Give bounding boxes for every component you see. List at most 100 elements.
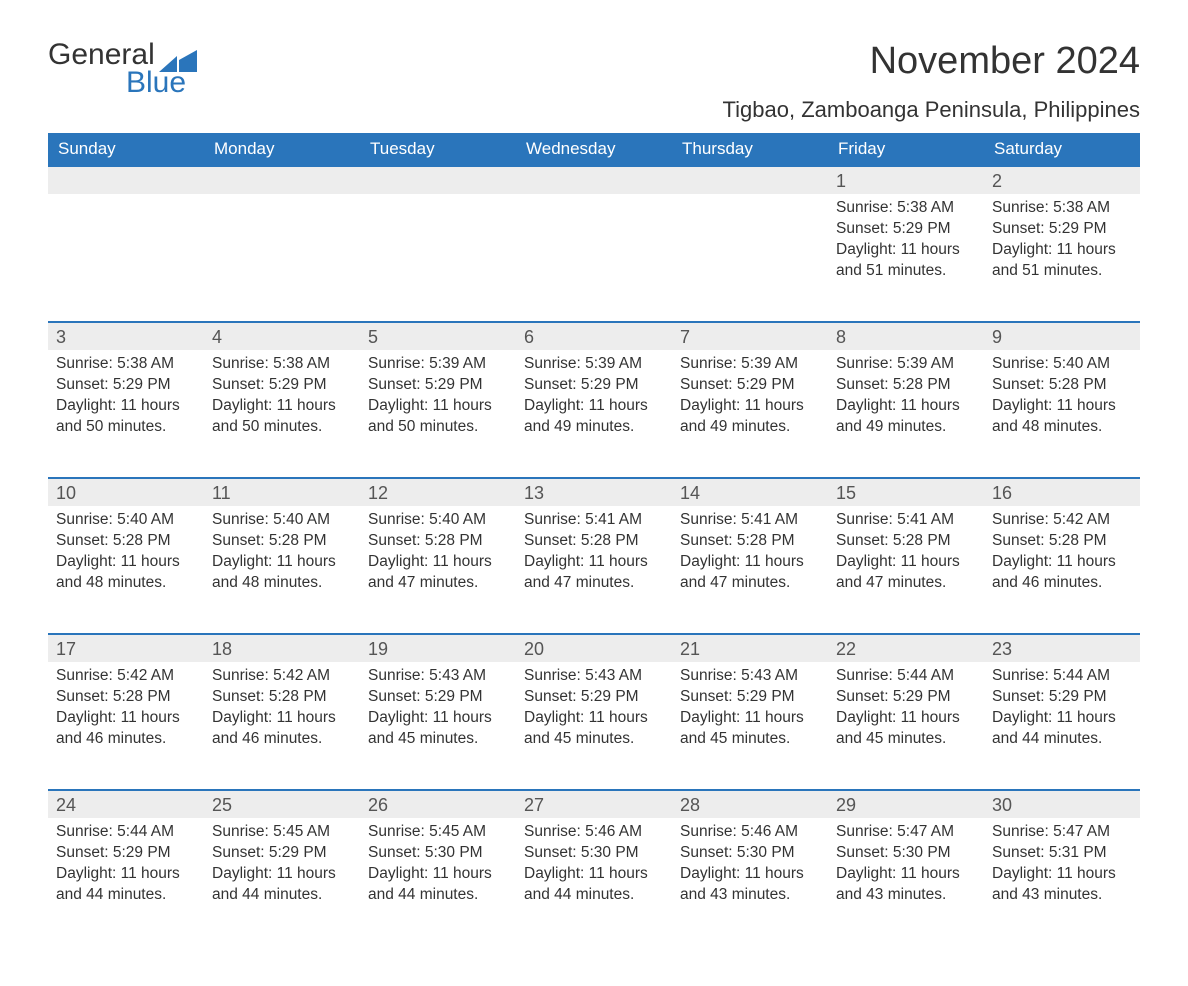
sunrise-line: Sunrise: 5:44 AM [836,666,976,687]
sunset-line: Sunset: 5:29 PM [836,219,976,240]
day-number: 11 [204,478,360,506]
empty-cell [672,194,828,322]
daylight-line: Daylight: 11 hours and 46 minutes. [212,708,352,750]
daylight-line: Daylight: 11 hours and 47 minutes. [368,552,508,594]
daylight-line: Daylight: 11 hours and 48 minutes. [992,396,1132,438]
sunrise-line: Sunrise: 5:39 AM [524,354,664,375]
sunrise-line: Sunrise: 5:46 AM [680,822,820,843]
daylight-line: Daylight: 11 hours and 47 minutes. [836,552,976,594]
daylight-line: Daylight: 11 hours and 50 minutes. [56,396,196,438]
sunrise-line: Sunrise: 5:41 AM [836,510,976,531]
day-number: 21 [672,634,828,662]
sunset-line: Sunset: 5:29 PM [212,375,352,396]
day-number-row: 17181920212223 [48,634,1140,662]
sunrise-line: Sunrise: 5:38 AM [56,354,196,375]
day-number: 16 [984,478,1140,506]
sunset-line: Sunset: 5:28 PM [992,375,1132,396]
sunset-line: Sunset: 5:28 PM [836,375,976,396]
day-number: 27 [516,790,672,818]
daylight-line: Daylight: 11 hours and 45 minutes. [368,708,508,750]
day-details: Sunrise: 5:42 AMSunset: 5:28 PMDaylight:… [204,662,360,790]
sunrise-line: Sunrise: 5:42 AM [992,510,1132,531]
sunset-line: Sunset: 5:28 PM [56,531,196,552]
weekday-header: Tuesday [360,133,516,166]
day-number: 20 [516,634,672,662]
weekday-header: Thursday [672,133,828,166]
day-details: Sunrise: 5:43 AMSunset: 5:29 PMDaylight:… [516,662,672,790]
day-detail-row: Sunrise: 5:44 AMSunset: 5:29 PMDaylight:… [48,818,1140,946]
day-number: 17 [48,634,204,662]
daylight-line: Daylight: 11 hours and 44 minutes. [212,864,352,906]
day-number: 18 [204,634,360,662]
sunset-line: Sunset: 5:28 PM [992,531,1132,552]
day-details: Sunrise: 5:39 AMSunset: 5:29 PMDaylight:… [672,350,828,478]
sunset-line: Sunset: 5:29 PM [368,687,508,708]
sunset-line: Sunset: 5:29 PM [524,687,664,708]
sunrise-line: Sunrise: 5:46 AM [524,822,664,843]
weekday-header: Wednesday [516,133,672,166]
sunrise-line: Sunrise: 5:44 AM [56,822,196,843]
sunset-line: Sunset: 5:28 PM [836,531,976,552]
sunrise-line: Sunrise: 5:40 AM [368,510,508,531]
day-details: Sunrise: 5:45 AMSunset: 5:30 PMDaylight:… [360,818,516,946]
daylight-line: Daylight: 11 hours and 48 minutes. [56,552,196,594]
sunset-line: Sunset: 5:30 PM [836,843,976,864]
sunset-line: Sunset: 5:29 PM [680,375,820,396]
day-number: 12 [360,478,516,506]
calendar-table: SundayMondayTuesdayWednesdayThursdayFrid… [48,133,1140,946]
sunrise-line: Sunrise: 5:39 AM [368,354,508,375]
day-number: 8 [828,322,984,350]
daylight-line: Daylight: 11 hours and 43 minutes. [680,864,820,906]
sunset-line: Sunset: 5:29 PM [992,219,1132,240]
sunrise-line: Sunrise: 5:47 AM [836,822,976,843]
day-number: 2 [984,166,1140,194]
sunset-line: Sunset: 5:28 PM [212,531,352,552]
daylight-line: Daylight: 11 hours and 50 minutes. [368,396,508,438]
day-details: Sunrise: 5:40 AMSunset: 5:28 PMDaylight:… [204,506,360,634]
daylight-line: Daylight: 11 hours and 47 minutes. [680,552,820,594]
empty-cell [360,166,516,194]
day-details: Sunrise: 5:40 AMSunset: 5:28 PMDaylight:… [360,506,516,634]
day-details: Sunrise: 5:38 AMSunset: 5:29 PMDaylight:… [48,350,204,478]
empty-cell [360,194,516,322]
sunset-line: Sunset: 5:28 PM [524,531,664,552]
day-detail-row: Sunrise: 5:38 AMSunset: 5:29 PMDaylight:… [48,350,1140,478]
sunset-line: Sunset: 5:30 PM [524,843,664,864]
day-details: Sunrise: 5:44 AMSunset: 5:29 PMDaylight:… [828,662,984,790]
sunrise-line: Sunrise: 5:40 AM [212,510,352,531]
day-number: 9 [984,322,1140,350]
sunrise-line: Sunrise: 5:43 AM [680,666,820,687]
sunset-line: Sunset: 5:29 PM [836,687,976,708]
day-number: 5 [360,322,516,350]
day-number: 6 [516,322,672,350]
daylight-line: Daylight: 11 hours and 46 minutes. [56,708,196,750]
day-number: 15 [828,478,984,506]
daylight-line: Daylight: 11 hours and 44 minutes. [56,864,196,906]
sunset-line: Sunset: 5:28 PM [212,687,352,708]
sunrise-line: Sunrise: 5:39 AM [836,354,976,375]
empty-cell [204,194,360,322]
weekday-header: Friday [828,133,984,166]
day-details: Sunrise: 5:42 AMSunset: 5:28 PMDaylight:… [48,662,204,790]
sunrise-line: Sunrise: 5:38 AM [992,198,1132,219]
sunrise-line: Sunrise: 5:40 AM [56,510,196,531]
day-number: 24 [48,790,204,818]
daylight-line: Daylight: 11 hours and 49 minutes. [836,396,976,438]
daylight-line: Daylight: 11 hours and 46 minutes. [992,552,1132,594]
day-number: 30 [984,790,1140,818]
sunrise-line: Sunrise: 5:42 AM [212,666,352,687]
page-title: November 2024 [723,40,1140,83]
daylight-line: Daylight: 11 hours and 45 minutes. [836,708,976,750]
location-text: Tigbao, Zamboanga Peninsula, Philippines [723,97,1140,123]
day-number: 10 [48,478,204,506]
day-detail-row: Sunrise: 5:40 AMSunset: 5:28 PMDaylight:… [48,506,1140,634]
day-number: 3 [48,322,204,350]
day-details: Sunrise: 5:47 AMSunset: 5:30 PMDaylight:… [828,818,984,946]
page-header: General Blue November 2024 Tigbao, Zambo… [48,40,1140,133]
daylight-line: Daylight: 11 hours and 50 minutes. [212,396,352,438]
weekday-header: Monday [204,133,360,166]
sunrise-line: Sunrise: 5:41 AM [524,510,664,531]
day-details: Sunrise: 5:45 AMSunset: 5:29 PMDaylight:… [204,818,360,946]
empty-cell [48,166,204,194]
sunset-line: Sunset: 5:28 PM [56,687,196,708]
